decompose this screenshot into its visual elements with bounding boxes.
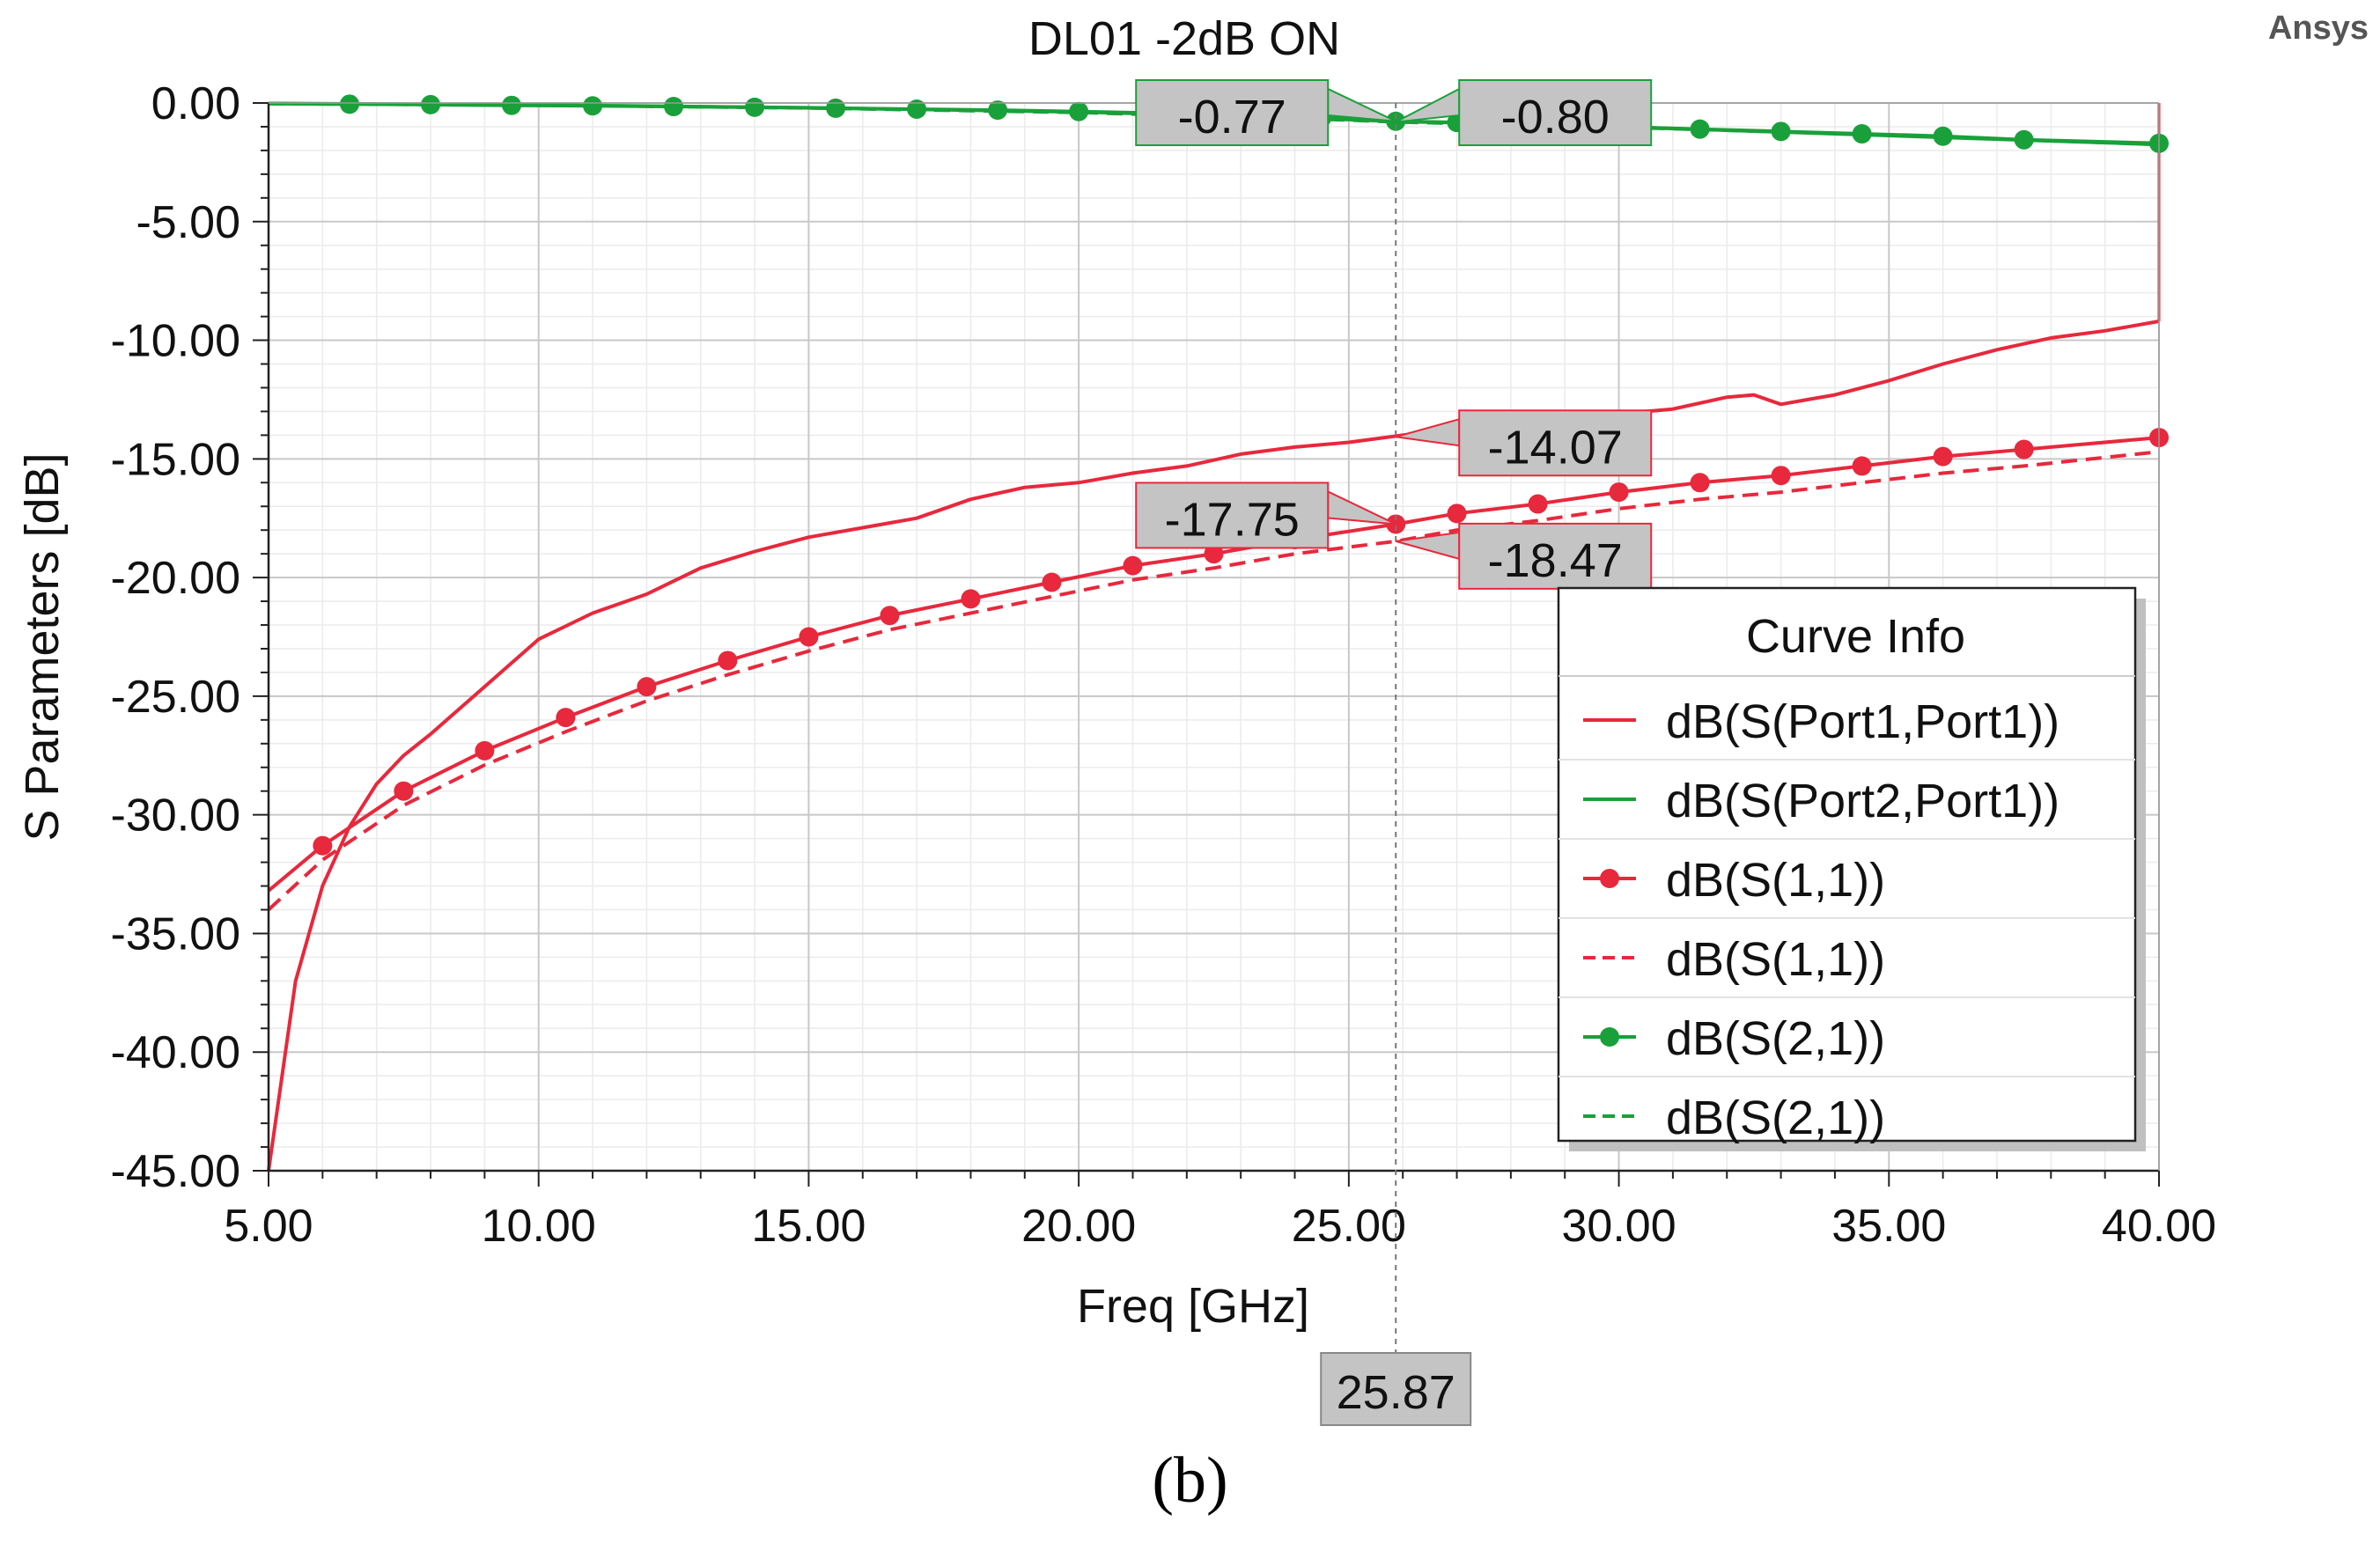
- series-point-2: [1771, 466, 1791, 486]
- y-tick-label: -40.00: [111, 1027, 240, 1078]
- series-point-2: [2014, 439, 2034, 459]
- legend-title: Curve Info: [1746, 610, 1965, 663]
- legend-layer: Curve Info dB(S(Port1,Port1)) dB(S(Port2,P…: [1557, 586, 2146, 1151]
- marker-label: -17.75: [1165, 493, 1300, 546]
- series-point-2: [1528, 494, 1548, 514]
- brand-label: Ansys: [2268, 10, 2369, 47]
- series-point-2: [313, 835, 333, 856]
- series-point-4: [1069, 101, 1089, 121]
- marker-label: -0.77: [1178, 91, 1286, 143]
- marker-box: [1458, 79, 1653, 146]
- series-point-2: [799, 627, 819, 647]
- series-point-4: [502, 95, 522, 115]
- y-tick-label: -15.00: [111, 434, 240, 485]
- y-tick-label: -10.00: [111, 316, 240, 367]
- series-point-2: [1204, 544, 1224, 564]
- series-point-4: [1852, 124, 1872, 144]
- figure-caption: (b): [1152, 1444, 1228, 1517]
- series-point-2: [556, 708, 576, 728]
- x-tick-label: 5.00: [224, 1201, 313, 1252]
- y-tick-label: -20.00: [111, 553, 240, 604]
- legend-box: [1557, 586, 2137, 1143]
- series-layer: [267, 94, 2169, 1172]
- series-point-2: [1852, 456, 1872, 476]
- chart-title: DL01 -2dB ON: [1028, 12, 1340, 65]
- y-tick-label: -45.00: [111, 1146, 240, 1197]
- series-point-2: [1933, 446, 1953, 467]
- series-point-2: [637, 677, 657, 697]
- x-tick-label: 25.00: [1292, 1201, 1406, 1252]
- marker-layer: 25.87 -0.77 -0.80 -14.07 -17.75 -18.47: [1135, 79, 1653, 1426]
- legend-label-2: dB(S(1,1)): [1666, 854, 1885, 907]
- marker-box: [1135, 79, 1330, 146]
- series-point-2: [1123, 555, 1143, 576]
- y-tick-label: -35.00: [111, 908, 240, 959]
- x-tick-label: 20.00: [1021, 1201, 1136, 1252]
- series-point-2: [1609, 482, 1629, 503]
- series-line-3: [267, 450, 2160, 911]
- series-point-2: [1042, 572, 1062, 592]
- series-line-0: [267, 320, 2160, 1172]
- legend-swatch-marker-2: [1600, 869, 1619, 888]
- y-tick-label: -30.00: [111, 790, 240, 842]
- legend-label-4: dB(S(2,1)): [1666, 1012, 1885, 1065]
- x-tick-label: 30.00: [1562, 1201, 1676, 1252]
- series-point-2: [1690, 473, 1710, 493]
- legend-label-5: dB(S(2,1)): [1666, 1092, 1885, 1144]
- legend-swatch-marker-4: [1600, 1027, 1619, 1047]
- x-tick-label: 40.00: [2102, 1201, 2216, 1252]
- marker-label: -14.07: [1488, 421, 1623, 474]
- x-axis-label: Freq [GHz]: [1077, 1280, 1309, 1333]
- y-tick-label: -25.00: [111, 672, 240, 723]
- marker-box: [1135, 481, 1330, 549]
- marker-label: -0.80: [1501, 91, 1610, 143]
- legend-label-1: dB(S(Port2,Port1)): [1666, 775, 2059, 827]
- marker-box: [1458, 522, 1653, 590]
- y-tick-label: 0.00: [151, 78, 240, 129]
- series-point-2: [394, 781, 414, 801]
- y-tick-label: -5.00: [136, 197, 240, 248]
- series-line-5: [268, 101, 2160, 147]
- series-point-4: [1933, 126, 1953, 146]
- marker-label: -18.47: [1488, 534, 1623, 587]
- cursor-label-box: [1320, 1352, 1472, 1426]
- series-point-2: [718, 651, 738, 671]
- x-tick-label: 15.00: [751, 1201, 866, 1252]
- series-line-2: [267, 436, 2160, 893]
- legend-label-0: dB(S(Port1,Port1)): [1666, 695, 2059, 748]
- axes-layer: 0.00 -5.00 -10.00 -15.00 -20.00 -25.00 -30.00 -…: [111, 78, 2217, 1252]
- series-point-2: [961, 589, 981, 609]
- series-point-2: [1447, 504, 1467, 524]
- series-point-2: [880, 606, 900, 626]
- cursor-label: 25.87: [1337, 1366, 1455, 1419]
- marker-box: [1458, 409, 1653, 477]
- x-tick-label: 35.00: [1831, 1201, 1946, 1252]
- y-axis-label: S Parameters [dB]: [16, 452, 69, 841]
- series-point-2: [475, 740, 495, 761]
- x-tick-label: 10.00: [482, 1201, 596, 1252]
- legend-label-3: dB(S(1,1)): [1666, 933, 1885, 986]
